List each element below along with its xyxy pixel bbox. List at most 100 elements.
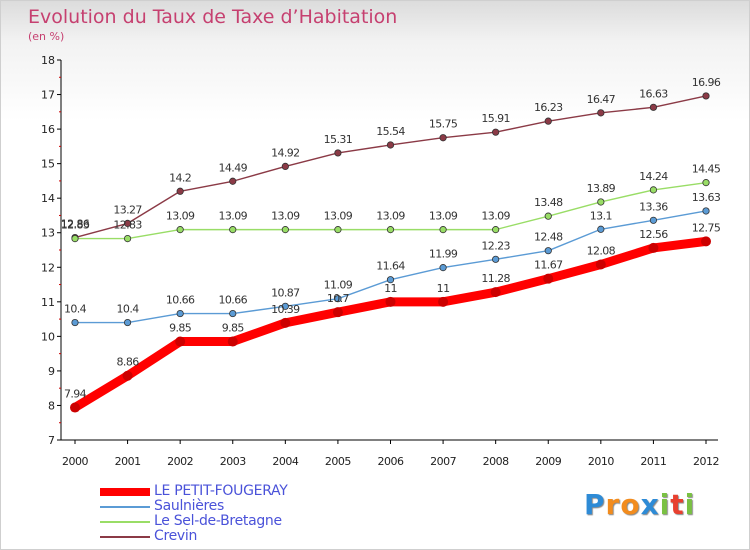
data-label: 14.45 <box>692 163 721 176</box>
data-point <box>702 207 710 215</box>
data-point <box>701 236 711 247</box>
data-label: 12.75 <box>692 221 721 234</box>
data-label: 13.27 <box>113 203 142 216</box>
data-label: 12.48 <box>534 231 563 244</box>
data-point <box>334 295 342 303</box>
data-point <box>176 309 184 318</box>
x-tick-label: 2002 <box>167 455 193 468</box>
data-label: 14.92 <box>271 146 300 159</box>
data-label: 16.47 <box>587 93 616 106</box>
logo-letter: i <box>659 488 671 521</box>
data-label: 16.23 <box>534 101 563 114</box>
y-tick-label: 17 <box>41 89 55 102</box>
data-label: 10.66 <box>166 294 195 307</box>
data-point <box>439 134 447 142</box>
logo-letter: r <box>605 488 621 521</box>
data-point <box>176 187 184 195</box>
legend-item-saulnieres: Saulnières <box>100 498 400 514</box>
data-point <box>332 307 343 318</box>
data-point <box>281 302 289 310</box>
data-label: 12.83 <box>113 219 142 232</box>
data-point <box>649 103 658 111</box>
data-label: 10.7 <box>327 292 350 305</box>
data-point <box>438 296 449 307</box>
data-label: 13.63 <box>692 191 721 204</box>
y-tick-label: 12 <box>41 261 55 274</box>
data-label: 15.75 <box>429 118 458 131</box>
data-point <box>597 109 605 117</box>
data-label: 12.56 <box>639 228 668 241</box>
data-point <box>490 287 501 298</box>
data-label: 13.09 <box>166 210 195 223</box>
legend-label: Le Sel-de-Bretagne <box>154 513 282 529</box>
logo-letter: x <box>640 488 660 521</box>
data-point <box>648 242 659 253</box>
line-chart: 7 8 9 10 11 12 13 14 15 16 17 18 2000 2001 2002 2003 200… <box>41 54 721 468</box>
data-point <box>439 264 447 272</box>
data-label: 11 <box>437 282 450 295</box>
data-label: 8.86 <box>117 356 140 369</box>
data-label: 14.2 <box>169 171 191 184</box>
data-label: 13.09 <box>219 210 248 223</box>
data-point <box>123 318 132 327</box>
data-label: 10.4 <box>117 303 140 316</box>
x-tick-label: 2006 <box>378 455 404 468</box>
data-label: 13.48 <box>534 196 563 209</box>
y-tick-label: 13 <box>41 227 55 240</box>
data-point <box>71 318 79 327</box>
data-point <box>492 255 500 263</box>
y-tick-label: 18 <box>41 54 55 67</box>
data-label: 10.39 <box>271 303 300 316</box>
legend-swatch <box>100 521 150 523</box>
chart-title: Evolution du Taux de Taxe d’Habitation <box>28 6 398 28</box>
logo-letter: i <box>684 488 696 521</box>
data-point <box>649 186 658 194</box>
logo-letter: o <box>620 488 641 521</box>
data-point <box>123 235 132 243</box>
legend-label: LE PETIT-FOUGERAY <box>154 483 288 499</box>
data-point <box>122 370 133 381</box>
data-label: 11.28 <box>481 272 510 285</box>
data-point <box>597 198 605 206</box>
data-label: 11.09 <box>324 279 353 292</box>
data-point <box>595 259 606 270</box>
data-point <box>544 247 552 255</box>
data-label: 10.4 <box>64 303 87 316</box>
data-label: 12.83 <box>61 219 90 232</box>
data-label: 12.08 <box>587 245 616 258</box>
data-label: 16.63 <box>639 87 668 100</box>
data-label: 14.24 <box>639 170 668 183</box>
x-tick-label: 2003 <box>220 455 246 468</box>
data-point <box>702 179 710 187</box>
legend-label: Saulnières <box>154 498 224 514</box>
data-label: 13.09 <box>376 210 405 223</box>
data-point <box>280 317 291 328</box>
data-point <box>281 226 289 234</box>
data-point <box>386 226 395 234</box>
data-point <box>334 149 342 157</box>
data-label: 16.96 <box>692 76 721 89</box>
x-tick-label: 2011 <box>640 455 666 468</box>
chart-subtitle: (en %) <box>28 30 65 43</box>
legend-swatch <box>100 536 150 538</box>
data-label: 13.09 <box>429 210 458 223</box>
y-tick-label: 7 <box>48 434 55 447</box>
data-label: 11.99 <box>429 248 458 261</box>
x-tick-label: 2004 <box>272 455 298 468</box>
y-tick-label: 15 <box>41 158 55 171</box>
data-point <box>227 336 238 347</box>
proxiti-logo: Proxiti <box>584 488 695 521</box>
data-label: 14.49 <box>219 161 248 174</box>
legend-item-le-sel-de-bretagne: Le Sel-de-Bretagne <box>100 513 400 529</box>
data-label: 7.94 <box>64 388 87 401</box>
data-label: 11 <box>384 282 397 295</box>
data-point <box>281 162 289 170</box>
data-label: 15.31 <box>324 133 353 146</box>
data-label: 15.54 <box>376 125 405 138</box>
logo-letter: P <box>584 488 606 521</box>
data-label: 10.66 <box>219 294 248 307</box>
data-label: 12.86 <box>61 218 90 231</box>
y-tick-label: 11 <box>41 296 55 309</box>
data-point <box>123 219 132 227</box>
